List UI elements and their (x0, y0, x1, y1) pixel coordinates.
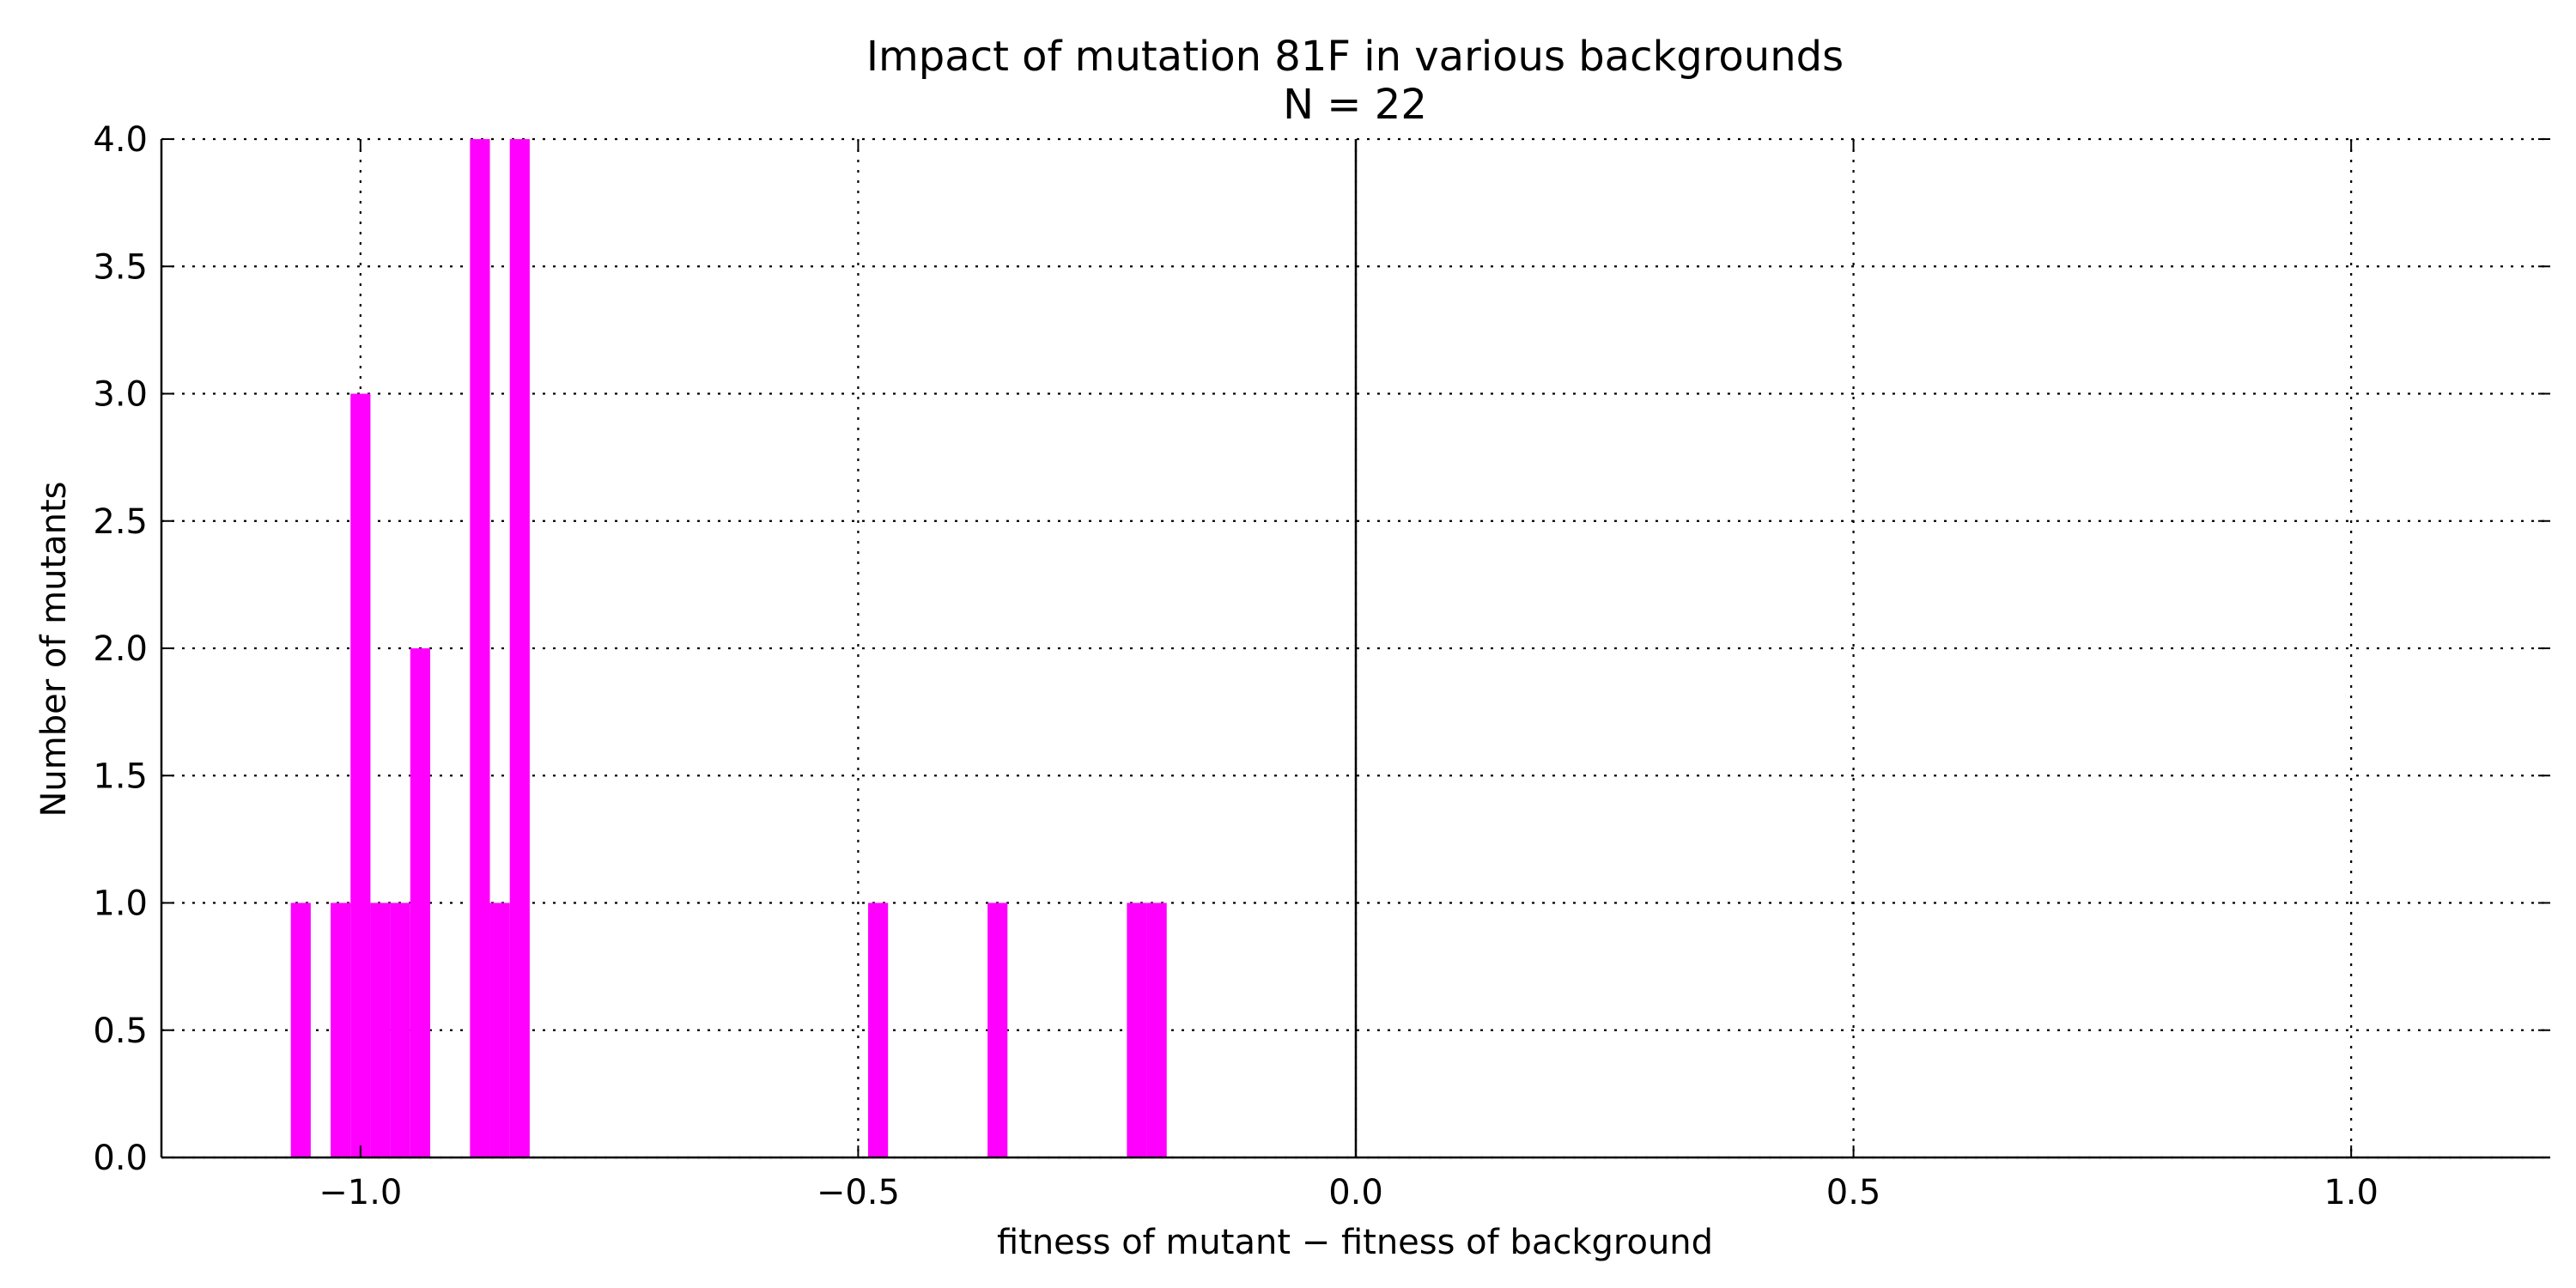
y-tick-label: 4.0 (93, 120, 148, 160)
histogram-bar (370, 902, 391, 1157)
histogram-bar (331, 902, 351, 1157)
histogram-bar (410, 648, 430, 1157)
y-axis-label: Number of mutants (34, 481, 74, 817)
y-tick-label: 1.0 (93, 884, 148, 924)
y-tick-label: 3.5 (93, 247, 148, 287)
x-tick-label: 0.5 (1826, 1173, 1881, 1212)
histogram-bar (290, 902, 311, 1157)
x-axis-ticks: −1.0 −0.5 0.0 0.5 1.0 (319, 139, 2379, 1212)
x-tick-label: 1.0 (2324, 1173, 2379, 1212)
y-tick-label: 3.0 (93, 375, 148, 415)
histogram-bar (390, 902, 410, 1157)
histogram-bar (350, 393, 371, 1157)
x-tick-label: −0.5 (817, 1173, 900, 1212)
histogram-bars (290, 139, 1167, 1157)
histogram-bar (868, 902, 889, 1157)
histogram-bar (1127, 902, 1147, 1157)
y-tick-label: 2.5 (93, 502, 148, 542)
histogram-bar (509, 139, 530, 1157)
y-axis-ticks: 0.0 0.5 1.0 1.5 2.0 2.5 3.0 3.5 4.0 (93, 120, 2550, 1178)
histogram-bar (1146, 902, 1167, 1157)
histogram-bar (470, 139, 490, 1157)
x-tick-label: 0.0 (1328, 1173, 1383, 1212)
chart-subtitle: N = 22 (1283, 81, 1427, 129)
x-axis-label: fitness of mutant − fitness of backgroun… (997, 1223, 1713, 1262)
histogram-bar (489, 902, 510, 1157)
x-tick-label: −1.0 (319, 1173, 402, 1212)
y-tick-label: 0.0 (93, 1139, 148, 1178)
y-tick-label: 0.5 (93, 1012, 148, 1051)
histogram-bar (987, 902, 1008, 1157)
y-tick-label: 1.5 (93, 756, 148, 796)
chart-title: Impact of mutation 81F in various backgr… (866, 33, 1844, 81)
y-tick-label: 2.0 (93, 629, 148, 669)
